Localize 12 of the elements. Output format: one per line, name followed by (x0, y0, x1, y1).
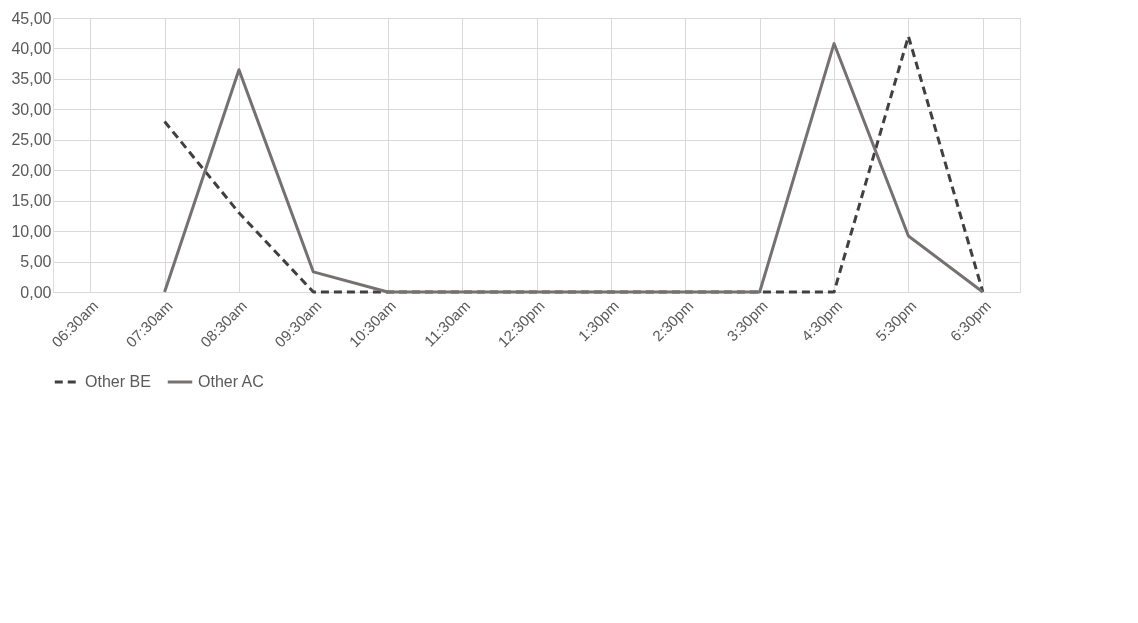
y-tick-label: 45,00 (11, 9, 52, 27)
y-tick-label: 30,00 (11, 100, 52, 118)
y-tick-label: 40,00 (11, 39, 52, 57)
y-tick-label: 25,00 (11, 131, 52, 149)
legend-label: Other AC (198, 373, 264, 390)
y-tick-label: 0,00 (20, 283, 52, 301)
y-tick-label: 5,00 (20, 253, 52, 271)
y-tick-label: 15,00 (11, 192, 52, 210)
legend-label: Other BE (85, 373, 151, 390)
y-tick-label: 20,00 (11, 161, 52, 179)
y-tick-label: 10,00 (11, 222, 52, 240)
y-tick-label: 35,00 (11, 70, 52, 88)
